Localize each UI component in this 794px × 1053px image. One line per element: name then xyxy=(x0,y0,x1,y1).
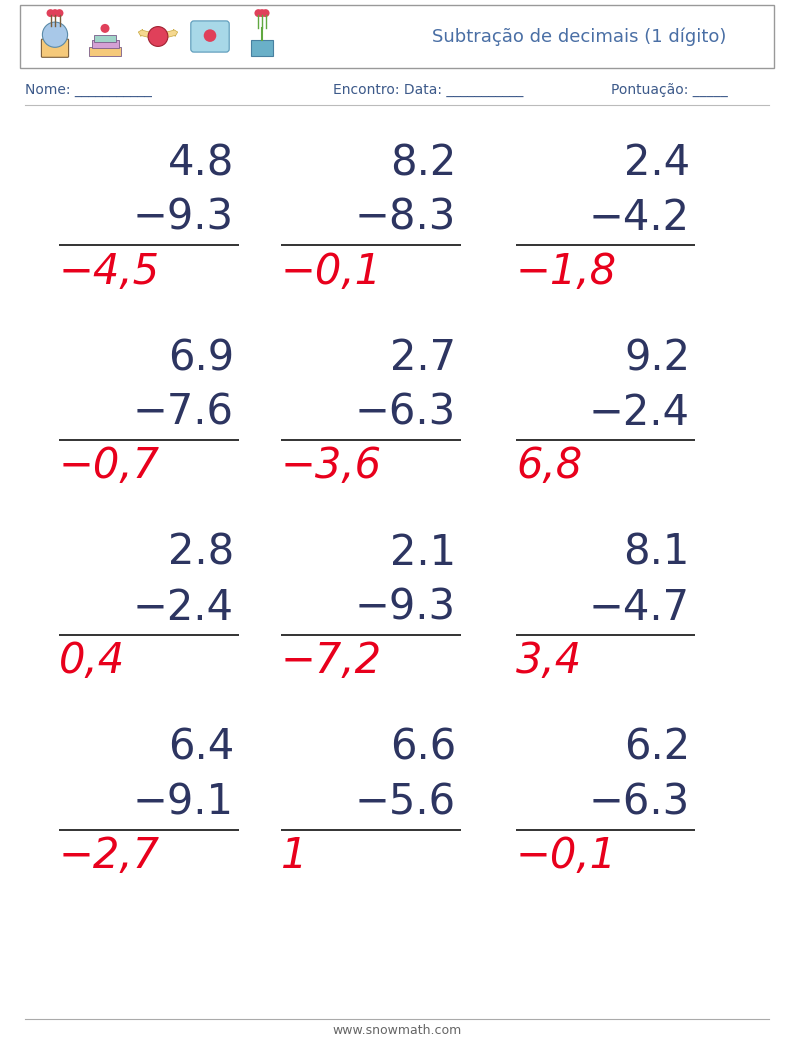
Text: −1,8: −1,8 xyxy=(516,251,617,293)
FancyBboxPatch shape xyxy=(89,47,121,56)
FancyBboxPatch shape xyxy=(251,40,273,56)
Text: 1: 1 xyxy=(281,835,307,877)
Text: Nome: ___________: Nome: ___________ xyxy=(25,83,152,97)
Text: −4,5: −4,5 xyxy=(59,251,160,293)
Text: −5.6: −5.6 xyxy=(355,781,456,823)
Text: Subtração de decimais (1 dígito): Subtração de decimais (1 dígito) xyxy=(433,27,727,45)
Text: −2.4: −2.4 xyxy=(133,587,234,629)
FancyBboxPatch shape xyxy=(91,40,118,48)
Circle shape xyxy=(56,9,64,17)
Text: −9.3: −9.3 xyxy=(355,587,456,629)
Circle shape xyxy=(254,9,262,17)
Text: www.snowmath.com: www.snowmath.com xyxy=(333,1025,461,1037)
Text: −7.6: −7.6 xyxy=(133,392,234,434)
Circle shape xyxy=(148,26,168,46)
Text: 0,4: 0,4 xyxy=(59,640,125,682)
Text: −2.4: −2.4 xyxy=(589,392,690,434)
Text: −0,1: −0,1 xyxy=(516,835,617,877)
Text: 8.2: 8.2 xyxy=(390,142,456,184)
Text: 6.9: 6.9 xyxy=(168,337,234,379)
Text: −7,2: −7,2 xyxy=(281,640,382,682)
Text: −9.1: −9.1 xyxy=(133,781,234,823)
Text: −2,7: −2,7 xyxy=(59,835,160,877)
Text: −6.3: −6.3 xyxy=(588,781,690,823)
Text: −6.3: −6.3 xyxy=(355,392,456,434)
Circle shape xyxy=(258,9,266,17)
Text: −4.7: −4.7 xyxy=(589,587,690,629)
Text: 6.6: 6.6 xyxy=(390,727,456,769)
FancyArrow shape xyxy=(159,29,178,39)
Text: 2.1: 2.1 xyxy=(390,532,456,574)
Text: −0,1: −0,1 xyxy=(281,251,382,293)
Text: 4.8: 4.8 xyxy=(168,142,234,184)
Text: −4.2: −4.2 xyxy=(589,197,690,239)
Text: 6.2: 6.2 xyxy=(624,727,690,769)
Bar xyxy=(20,5,774,68)
Text: −3,6: −3,6 xyxy=(281,445,382,488)
Circle shape xyxy=(47,9,55,17)
FancyBboxPatch shape xyxy=(94,35,116,42)
Text: −8.3: −8.3 xyxy=(355,197,456,239)
Text: −9.3: −9.3 xyxy=(133,197,234,239)
FancyBboxPatch shape xyxy=(191,21,229,52)
Text: 6,8: 6,8 xyxy=(516,445,582,488)
Circle shape xyxy=(51,9,59,17)
Text: −0,7: −0,7 xyxy=(59,445,160,488)
Circle shape xyxy=(204,29,216,42)
Text: 9.2: 9.2 xyxy=(624,337,690,379)
Text: 2.8: 2.8 xyxy=(168,532,234,574)
Text: 3,4: 3,4 xyxy=(516,640,582,682)
Text: Encontro: Data: ___________: Encontro: Data: ___________ xyxy=(333,83,524,97)
Circle shape xyxy=(262,9,269,17)
FancyArrow shape xyxy=(138,29,157,39)
Text: 6.4: 6.4 xyxy=(168,727,234,769)
Text: Pontuação: _____: Pontuação: _____ xyxy=(611,83,728,97)
Text: 8.1: 8.1 xyxy=(623,532,690,574)
Circle shape xyxy=(42,22,67,47)
Text: 2.4: 2.4 xyxy=(624,142,690,184)
Text: 2.7: 2.7 xyxy=(390,337,456,379)
FancyBboxPatch shape xyxy=(41,39,68,57)
Circle shape xyxy=(101,24,110,33)
